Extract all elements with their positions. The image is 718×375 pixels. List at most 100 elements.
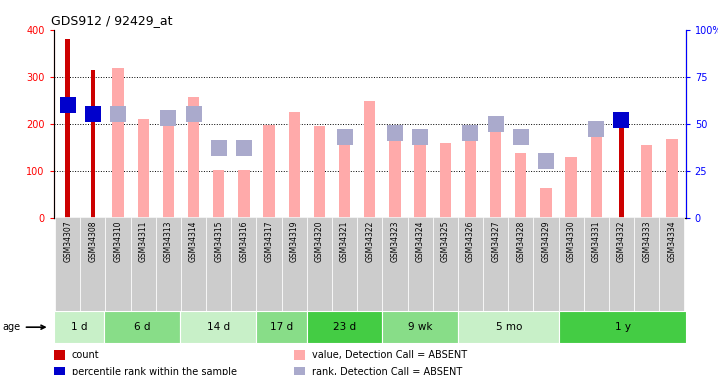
Text: 17 d: 17 d <box>270 322 293 332</box>
Text: GSM34322: GSM34322 <box>365 220 374 262</box>
Text: age: age <box>3 322 45 332</box>
Bar <box>206 217 231 313</box>
Bar <box>389 131 401 218</box>
Bar <box>156 217 181 313</box>
Bar <box>188 97 199 218</box>
Bar <box>104 311 180 343</box>
Bar <box>414 142 426 218</box>
Bar <box>458 311 559 343</box>
Bar <box>307 217 332 313</box>
Bar <box>163 119 174 218</box>
Text: 6 d: 6 d <box>134 322 151 332</box>
Bar <box>264 124 275 217</box>
Bar <box>559 217 584 313</box>
Bar <box>180 311 256 343</box>
Text: GSM34329: GSM34329 <box>541 220 551 262</box>
Bar <box>541 188 551 218</box>
Text: 23 d: 23 d <box>333 322 356 332</box>
Bar <box>619 122 624 218</box>
Bar <box>54 311 104 343</box>
Text: GSM34308: GSM34308 <box>88 220 98 262</box>
Bar <box>256 217 281 313</box>
Text: GSM34323: GSM34323 <box>391 220 399 262</box>
Bar <box>559 311 686 343</box>
Bar <box>106 217 131 313</box>
Text: GSM34310: GSM34310 <box>113 220 123 262</box>
Bar <box>113 68 123 218</box>
Text: GSM34316: GSM34316 <box>239 220 248 262</box>
Text: GSM34324: GSM34324 <box>416 220 424 262</box>
Text: GSM34325: GSM34325 <box>441 220 449 262</box>
Text: percentile rank within the sample: percentile rank within the sample <box>72 367 236 375</box>
Text: GSM34315: GSM34315 <box>214 220 223 262</box>
Bar <box>591 132 602 218</box>
Text: rank, Detection Call = ABSENT: rank, Detection Call = ABSENT <box>312 367 462 375</box>
Text: GSM34332: GSM34332 <box>617 220 626 262</box>
Bar <box>339 137 350 218</box>
Text: GSM34317: GSM34317 <box>264 220 274 262</box>
Bar <box>281 217 307 313</box>
Bar <box>533 217 559 313</box>
Text: GSM34331: GSM34331 <box>592 220 601 262</box>
Text: GSM34307: GSM34307 <box>63 220 73 262</box>
Bar <box>458 217 483 313</box>
Bar <box>659 217 684 313</box>
Text: GSM34328: GSM34328 <box>516 220 526 262</box>
Bar <box>307 311 383 343</box>
Bar <box>383 311 458 343</box>
Bar <box>294 368 305 375</box>
Bar <box>256 311 307 343</box>
Bar <box>332 217 357 313</box>
Bar <box>364 101 376 217</box>
Text: 1 y: 1 y <box>615 322 630 332</box>
Bar <box>213 170 225 217</box>
Bar <box>238 170 250 217</box>
Bar <box>408 217 433 313</box>
Text: 9 wk: 9 wk <box>408 322 432 332</box>
Bar <box>231 217 256 313</box>
Bar <box>584 217 609 313</box>
Text: GSM34334: GSM34334 <box>667 220 676 262</box>
Bar <box>138 119 149 218</box>
Bar <box>54 368 65 375</box>
Bar <box>508 217 533 313</box>
Bar <box>439 144 451 218</box>
Text: 5 mo: 5 mo <box>495 322 522 332</box>
Text: GDS912 / 92429_at: GDS912 / 92429_at <box>51 15 172 27</box>
Text: value, Detection Call = ABSENT: value, Detection Call = ABSENT <box>312 350 467 360</box>
Text: 1 d: 1 d <box>71 322 88 332</box>
Text: GSM34321: GSM34321 <box>340 220 349 262</box>
Bar <box>289 112 300 218</box>
Bar <box>483 217 508 313</box>
Text: GSM34326: GSM34326 <box>466 220 475 262</box>
Text: GSM34319: GSM34319 <box>290 220 299 262</box>
Text: GSM34314: GSM34314 <box>189 220 198 262</box>
Text: GSM34313: GSM34313 <box>164 220 173 262</box>
Bar <box>54 350 65 360</box>
Bar <box>666 139 678 218</box>
Text: 14 d: 14 d <box>207 322 230 332</box>
Text: GSM34330: GSM34330 <box>567 220 576 262</box>
Bar <box>181 217 206 313</box>
Bar <box>465 140 476 218</box>
Text: GSM34327: GSM34327 <box>491 220 500 262</box>
Text: GSM34333: GSM34333 <box>642 220 651 262</box>
Bar <box>566 157 577 218</box>
Bar <box>609 217 634 313</box>
Bar <box>55 217 80 313</box>
Bar <box>314 126 325 218</box>
Text: count: count <box>72 350 99 360</box>
Bar <box>90 70 95 217</box>
Text: GSM34320: GSM34320 <box>315 220 324 262</box>
Bar <box>383 217 408 313</box>
Bar <box>80 217 106 313</box>
Bar <box>490 124 501 218</box>
Bar <box>357 217 383 313</box>
Text: GSM34311: GSM34311 <box>139 220 148 262</box>
Bar <box>433 217 458 313</box>
Bar <box>641 145 653 218</box>
Bar <box>131 217 156 313</box>
Bar <box>294 350 305 360</box>
Bar <box>634 217 659 313</box>
Bar <box>515 153 526 218</box>
